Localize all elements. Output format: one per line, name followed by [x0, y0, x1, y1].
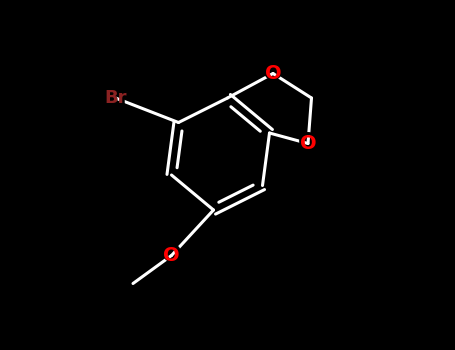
Text: Br: Br [101, 88, 130, 108]
Text: O: O [163, 246, 180, 265]
Text: O: O [162, 244, 182, 267]
Text: O: O [263, 62, 283, 85]
Text: O: O [265, 64, 281, 83]
Text: Br: Br [104, 89, 127, 107]
Text: O: O [298, 132, 318, 155]
Text: O: O [300, 134, 316, 153]
